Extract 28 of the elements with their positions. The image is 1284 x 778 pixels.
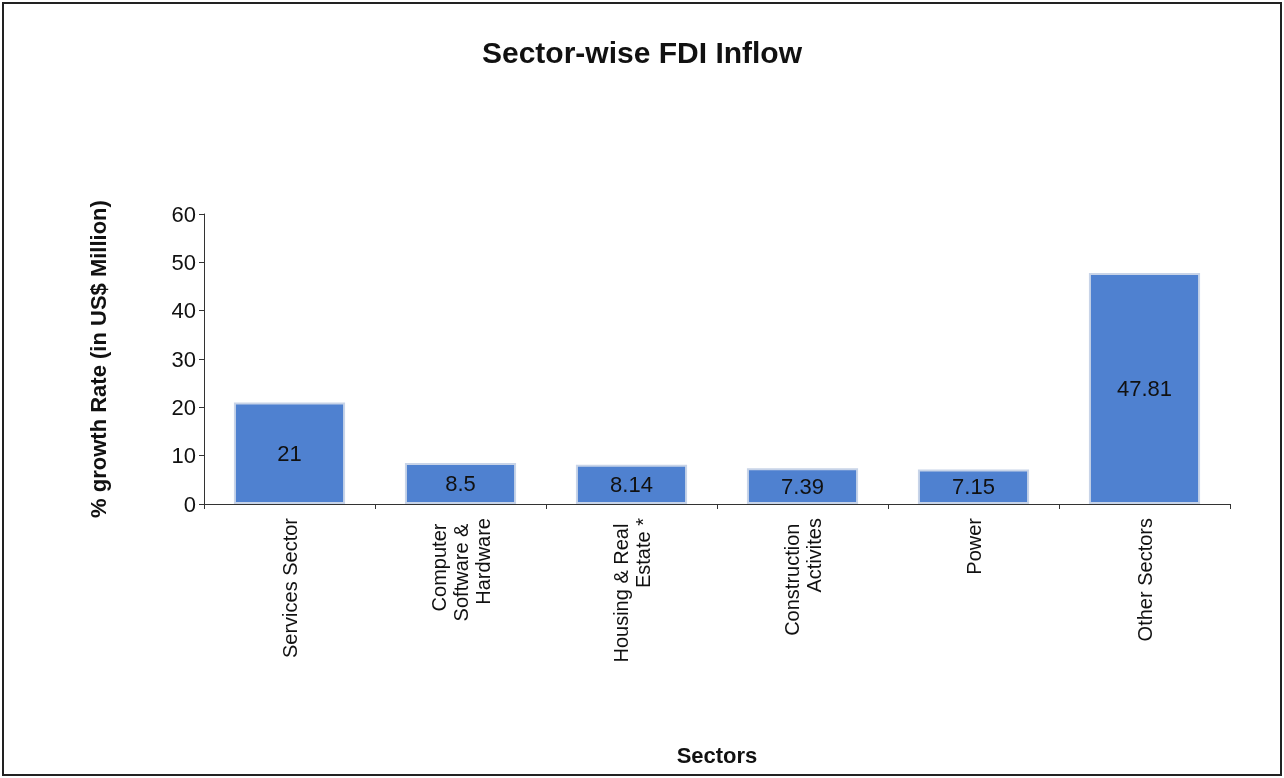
data-label: 47.81: [1116, 375, 1173, 401]
data-label: 7.39: [781, 473, 824, 499]
data-label: 8.5: [445, 470, 476, 496]
data-label: 8.14: [610, 471, 653, 497]
bar: [917, 469, 1030, 504]
data-label: 21: [277, 440, 302, 466]
x-tick-label: Other Sectors: [1133, 518, 1156, 642]
y-tick-label: 50: [171, 249, 196, 275]
y-tick-label: 20: [171, 394, 196, 420]
x-tick-label: Power: [962, 517, 985, 575]
y-tick-label: 10: [171, 443, 196, 469]
x-tick-label: Construction Activites: [780, 518, 825, 636]
y-tick-label: 60: [171, 201, 196, 227]
x-tick-label: Services Sector: [278, 517, 301, 659]
bar: [1088, 272, 1201, 504]
bar: [404, 462, 517, 504]
bar: [575, 464, 688, 504]
y-tick-label: 0: [183, 491, 196, 517]
bar: [233, 402, 346, 504]
y-tick-label: 30: [171, 346, 196, 372]
x-axis-title: Sectors: [676, 742, 758, 768]
x-tick-label: Computer Software & Hardware: [427, 518, 494, 622]
bar: [746, 468, 859, 504]
chart-title: Sector-wise FDI Inflow: [481, 35, 803, 69]
y-tick-label: 40: [171, 298, 196, 324]
data-label: 7.15: [952, 474, 995, 500]
y-axis-title: % growth Rate (in US$ Million): [85, 200, 111, 518]
x-tick-label: Housing & Real Estate *: [609, 517, 654, 663]
